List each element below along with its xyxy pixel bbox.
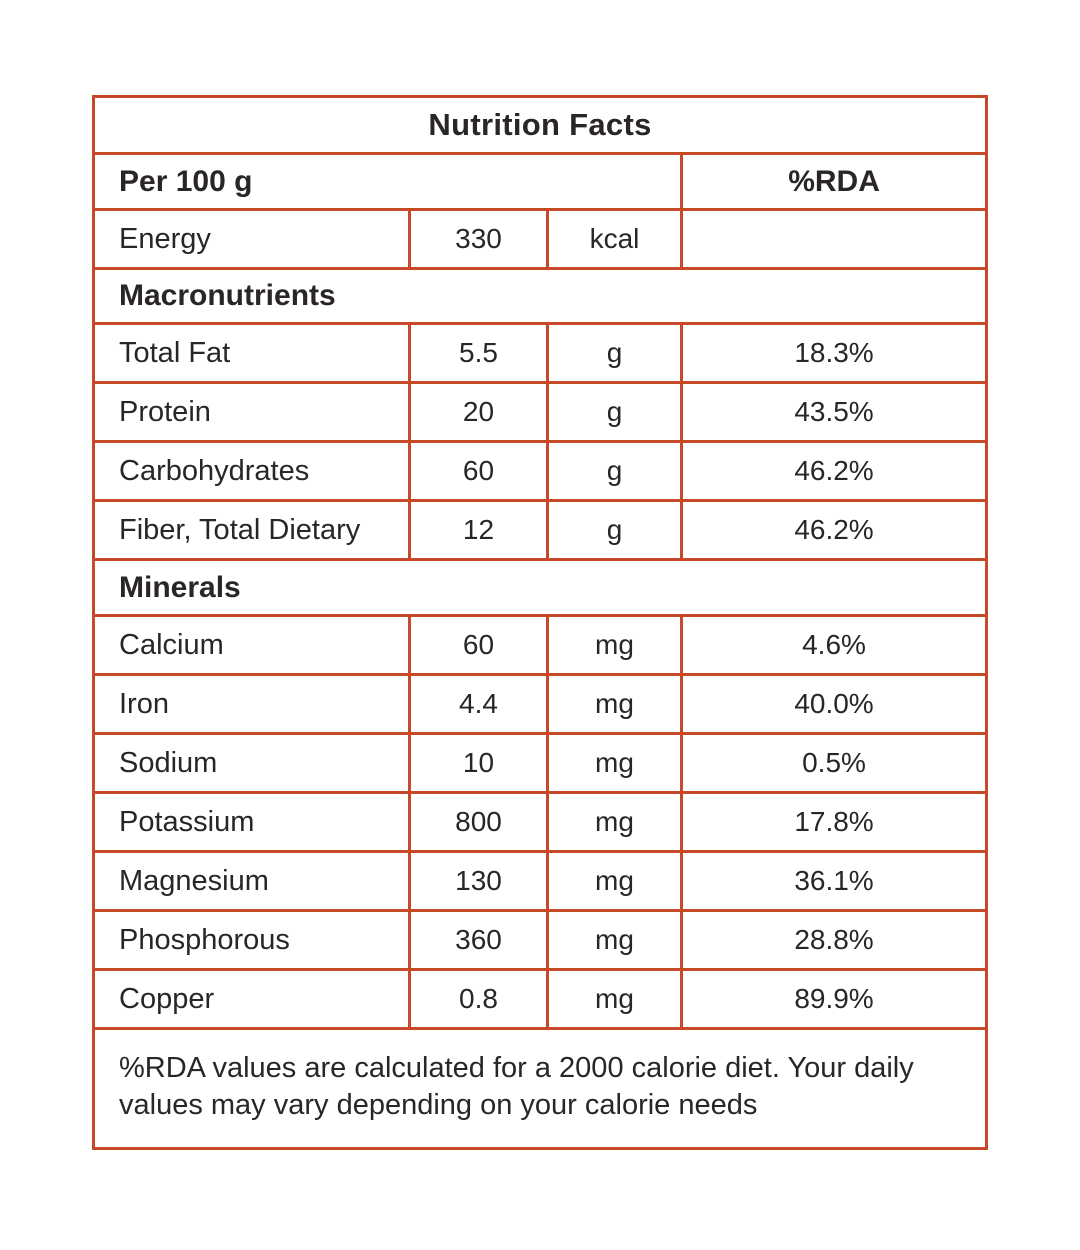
footnote-row: %RDA values are calculated for a 2000 ca…: [91, 1027, 989, 1150]
nutrient-value: 330: [408, 208, 549, 270]
nutrient-rda: 46.2%: [679, 499, 989, 561]
nutrient-value: 60: [408, 440, 549, 502]
table-row: Total Fat 5.5 g 18.3%: [92, 322, 989, 384]
table-row: Carbohydrates 60 g 46.2%: [92, 440, 989, 502]
nutrient-rda: 43.5%: [679, 381, 989, 443]
nutrient-label: Potassium: [92, 791, 411, 853]
nutrient-label: Copper: [92, 968, 411, 1030]
nutrient-unit: g: [546, 499, 683, 561]
nutrient-unit: mg: [546, 791, 683, 853]
nutrient-label: Magnesium: [92, 850, 411, 912]
nutrient-unit: mg: [546, 968, 683, 1030]
nutrient-rda: 17.8%: [679, 791, 989, 853]
table-header-row: Per 100 g %RDA: [92, 152, 989, 211]
nutrient-label: Sodium: [92, 732, 411, 794]
rda-footnote: %RDA values are calculated for a 2000 ca…: [91, 1027, 989, 1150]
nutrient-rda: 36.1%: [679, 850, 989, 912]
nutrient-rda: 18.3%: [679, 322, 989, 384]
nutrient-unit: mg: [546, 909, 683, 971]
nutrient-label: Total Fat: [92, 322, 411, 384]
serving-size-label: Per 100 g: [92, 152, 683, 211]
nutrient-value: 12: [408, 499, 549, 561]
table-row-energy: Energy 330 kcal: [92, 208, 989, 270]
nutrient-value: 800: [408, 791, 549, 853]
nutrient-unit: g: [546, 322, 683, 384]
nutrient-unit: mg: [546, 614, 683, 676]
table-row: Iron 4.4 mg 40.0%: [92, 673, 989, 735]
nutrient-label: Carbohydrates: [92, 440, 411, 502]
nutrient-label: Iron: [92, 673, 411, 735]
nutrient-value: 0.8: [408, 968, 549, 1030]
table-title-row: Nutrition Facts: [91, 95, 989, 155]
nutrient-unit: mg: [546, 673, 683, 735]
nutrient-value: 10: [408, 732, 549, 794]
table-row: Potassium 800 mg 17.8%: [92, 791, 989, 853]
nutrient-label: Fiber, Total Dietary: [92, 499, 411, 561]
nutrition-facts-table: Nutrition Facts Per 100 g %RDA Energy 33…: [91, 95, 989, 1150]
nutrient-label: Phosphorous: [92, 909, 411, 971]
section-header-macronutrients: Macronutrients: [91, 267, 989, 325]
nutrient-value: 60: [408, 614, 549, 676]
table-row: Calcium 60 mg 4.6%: [92, 614, 989, 676]
rda-column-header: %RDA: [679, 152, 989, 211]
nutrient-rda: 4.6%: [679, 614, 989, 676]
nutrient-rda: 40.0%: [679, 673, 989, 735]
nutrient-unit: kcal: [546, 208, 683, 270]
nutrient-unit: mg: [546, 850, 683, 912]
nutrient-unit: mg: [546, 732, 683, 794]
table-row: Phosphorous 360 mg 28.8%: [92, 909, 989, 971]
nutrient-rda: 28.8%: [679, 909, 989, 971]
nutrient-unit: g: [546, 381, 683, 443]
table-row: Protein 20 g 43.5%: [92, 381, 989, 443]
table-row: Magnesium 130 mg 36.1%: [92, 850, 989, 912]
nutrient-rda: 89.9%: [679, 968, 989, 1030]
nutrient-value: 20: [408, 381, 549, 443]
section-header-row: Minerals: [91, 558, 989, 617]
nutrient-value: 4.4: [408, 673, 549, 735]
nutrient-rda: 46.2%: [679, 440, 989, 502]
nutrient-label: Protein: [92, 381, 411, 443]
table-row: Copper 0.8 mg 89.9%: [92, 968, 989, 1030]
nutrient-rda: [679, 208, 989, 270]
nutrient-value: 360: [408, 909, 549, 971]
nutrient-value: 130: [408, 850, 549, 912]
nutrient-label: Calcium: [92, 614, 411, 676]
table-title: Nutrition Facts: [91, 95, 989, 155]
nutrient-value: 5.5: [408, 322, 549, 384]
section-header-minerals: Minerals: [91, 558, 989, 617]
section-header-row: Macronutrients: [91, 267, 989, 325]
nutrient-unit: g: [546, 440, 683, 502]
nutrient-label: Energy: [92, 208, 411, 270]
nutrient-rda: 0.5%: [679, 732, 989, 794]
table-row: Sodium 10 mg 0.5%: [92, 732, 989, 794]
table-row: Fiber, Total Dietary 12 g 46.2%: [92, 499, 989, 561]
